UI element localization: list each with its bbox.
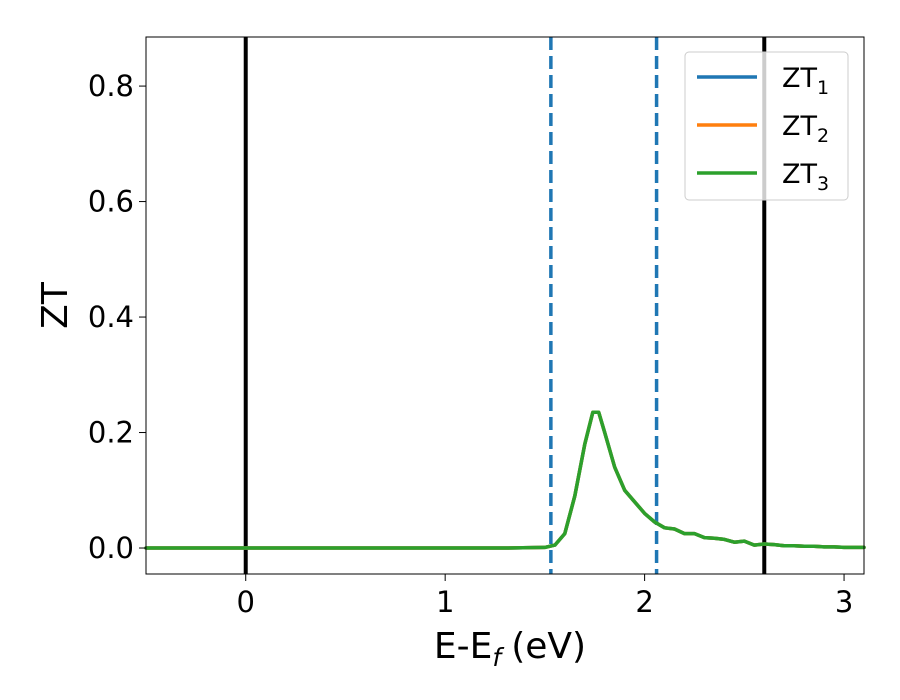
x-axis-label-unit: (eV) — [511, 626, 586, 667]
legend-box — [684, 51, 849, 201]
y-tick-label: 0.0 — [88, 531, 134, 565]
x-axis-label-main: E-E — [434, 626, 492, 667]
series-line-3 — [144, 410, 866, 550]
x-tick-label: 2 — [635, 585, 653, 619]
legend: ZT1 ZT2 ZT3 — [684, 51, 849, 201]
y-tick-label: 0.4 — [88, 300, 134, 334]
x-axis-label-sub: f — [492, 643, 504, 672]
series-line-1 — [144, 410, 866, 550]
x-axis-label: E-Ef (eV) — [434, 626, 586, 672]
y-axis-ticks: 0.0 0.2 0.4 0.6 0.8 — [88, 69, 146, 565]
legend-entry-3: ZT3 — [782, 159, 829, 195]
y-tick-label: 0.6 — [88, 185, 134, 219]
y-tick-label: 0.8 — [88, 69, 134, 103]
legend-entry-1: ZT1 — [782, 63, 829, 99]
legend-entry-2: ZT2 — [782, 111, 829, 147]
series-line-2 — [144, 410, 866, 550]
x-tick-label: 1 — [436, 585, 454, 619]
x-axis-ticks: 0 1 2 3 — [236, 574, 853, 619]
y-tick-label: 0.2 — [88, 416, 134, 450]
x-tick-label: 3 — [835, 585, 853, 619]
series-lines — [144, 410, 866, 550]
x-tick-label: 0 — [236, 585, 254, 619]
plot-frame — [145, 36, 865, 575]
y-axis-label: ZT — [35, 281, 76, 329]
